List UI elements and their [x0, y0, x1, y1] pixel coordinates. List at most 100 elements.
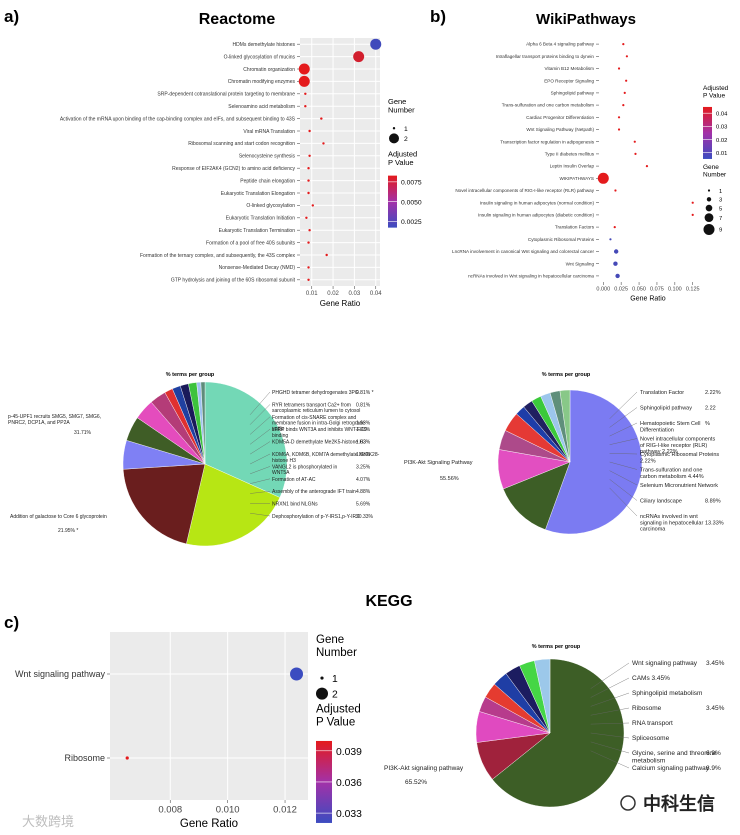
left-label-text: PI3K-Akt signaling pathway: [384, 765, 464, 772]
watermark-left-text: 大数跨境: [22, 814, 74, 829]
callout-percent: 3.45%: [706, 705, 725, 712]
term-label: Wnt Signaling Pathway (Netpath): [526, 127, 594, 132]
term-label: Type II diabetes mellitus: [545, 152, 595, 157]
reactome-dot-chart: Reactome 0.01 0.02 0.03 0.04 HDMs demethylate…: [60, 11, 422, 308]
kegg-pie-chart: % terms per group Wnt signaling pathway 3.…: [384, 644, 725, 808]
panel-label-c: c): [4, 613, 19, 632]
callout-line: [250, 491, 271, 494]
tick-label-x: 0.02: [327, 291, 339, 297]
term-label: Viral mRNA Translation: [243, 129, 295, 135]
callout-percent: %: [705, 421, 710, 427]
term-point: [298, 63, 310, 75]
term-point: [613, 226, 616, 229]
term-point: [622, 43, 625, 46]
legend-size-dot: [392, 127, 396, 130]
term-point: [597, 172, 609, 184]
callout-text: Ribosome: [632, 705, 662, 712]
legend-color-label: 0.0025: [401, 219, 422, 226]
callout-line: [250, 478, 271, 484]
callout-line: [590, 750, 630, 769]
legend-color-title: Adjusted: [703, 85, 729, 92]
callout-text: of RIG-I-like receptor (RLR): [640, 443, 707, 449]
callout-line: [609, 461, 638, 470]
legend-color-label: 0.0050: [401, 199, 422, 206]
term-point: [125, 756, 129, 760]
term-point: [691, 213, 694, 216]
term-label: Selenoamino acid metabolism: [228, 104, 295, 110]
tick-label-x: 0.010: [216, 805, 240, 816]
callout-text: Calcium signaling pathway: [632, 765, 710, 772]
callout-text: Spliceosome: [632, 735, 670, 742]
callout-line: [249, 404, 271, 425]
callout-line: [250, 466, 271, 475]
term-label: ncRNAs involved in Wnt signaling in hepa…: [468, 274, 594, 279]
callout-line: [250, 513, 271, 517]
pie-slice: [200, 381, 206, 465]
left-label-percent: 21.95% *: [58, 528, 78, 534]
callout-text: Novel intracellular components: [640, 437, 715, 443]
callout-text: NRXN1 bind NLGNs: [272, 502, 318, 508]
legend-size-dot: [703, 223, 715, 235]
callout-line: [609, 407, 638, 428]
left-label-percent: 31.71%: [74, 430, 92, 436]
callout-percent: 5.69%: [356, 502, 371, 508]
pie-slice: [502, 461, 571, 530]
callout-text: signaling in hepatocellular: [640, 520, 703, 526]
pie-title: % terms per group: [542, 372, 591, 378]
callout-line: [609, 453, 638, 455]
legend-size-title: Gene: [703, 164, 719, 171]
pie-slice: [534, 658, 551, 734]
x-axis-label: Gene Ratio: [180, 818, 238, 830]
term-label: Vitamin B12 Metabolism: [545, 66, 595, 71]
callout-text: histone H3: [272, 458, 296, 464]
term-label: Nonsense-Mediated Decay (NMD): [219, 265, 296, 271]
legend-color-bar: [703, 106, 712, 159]
term-label: Eukaryotic Translation Termination: [219, 228, 296, 234]
term-point: [645, 165, 649, 168]
term-label: Wnt Signaling: [566, 261, 595, 266]
callout-text: Trans-sulfuration and one: [640, 468, 702, 474]
left-label-text: PI3K-Akt Signaling Pathway: [404, 460, 473, 466]
callout-text: traffic: [272, 426, 285, 432]
callout-percent: 3.25%: [356, 464, 371, 470]
term-label: Cardiac Progenitor Differentiation: [526, 115, 594, 120]
callout-line: [249, 429, 271, 445]
callout-text: RNA transport: [632, 720, 673, 727]
callout-text: WNT5A: [272, 470, 290, 476]
term-label: Chromatin organization: [243, 67, 295, 73]
term-label: SRP-dependent cotranslational protein ta…: [157, 92, 295, 98]
term-point: [370, 38, 382, 50]
term-point: [307, 241, 310, 244]
legend-size-value: 9: [719, 228, 722, 234]
term-point: [307, 191, 310, 195]
callout-line: [609, 470, 638, 486]
tick-label-x: 0.03: [349, 291, 361, 297]
pie-slice: [559, 389, 571, 463]
term-point: [617, 128, 621, 131]
tick-label-x: 0.01: [306, 291, 318, 297]
tick-label-x: 0.012: [273, 805, 297, 816]
callout-line: [590, 732, 630, 739]
term-point: [353, 51, 365, 63]
callout-percent: 2.22: [705, 406, 716, 412]
term-label: Translation Factors: [555, 225, 595, 230]
callout-percent: 1.63%: [356, 452, 371, 458]
tick-label-x: 0.000: [596, 287, 610, 293]
term-point: [304, 105, 307, 108]
legend-size-title: Number: [388, 106, 415, 115]
legend-size-dot: [704, 213, 714, 223]
x-axis-label: Gene Ratio: [630, 296, 666, 303]
term-point: [307, 278, 310, 281]
term-label: Transcription factor regulation in adipo…: [500, 139, 595, 144]
term-point: [305, 216, 308, 219]
legend-size-title: Number: [703, 171, 727, 178]
callout-percent: 1.63%: [356, 440, 371, 446]
tick-label-x: 0.025: [614, 287, 628, 293]
term-label: EPO Receptor Signaling: [544, 78, 594, 83]
callout-percent: 4.07%: [356, 477, 371, 483]
callout-text: RYR tetramers transport Ca2+ from: [272, 402, 351, 408]
legend-size-title: Number: [316, 647, 357, 659]
legend-color-title: P Value: [703, 92, 726, 99]
tick-label-x: 0.04: [370, 291, 382, 297]
